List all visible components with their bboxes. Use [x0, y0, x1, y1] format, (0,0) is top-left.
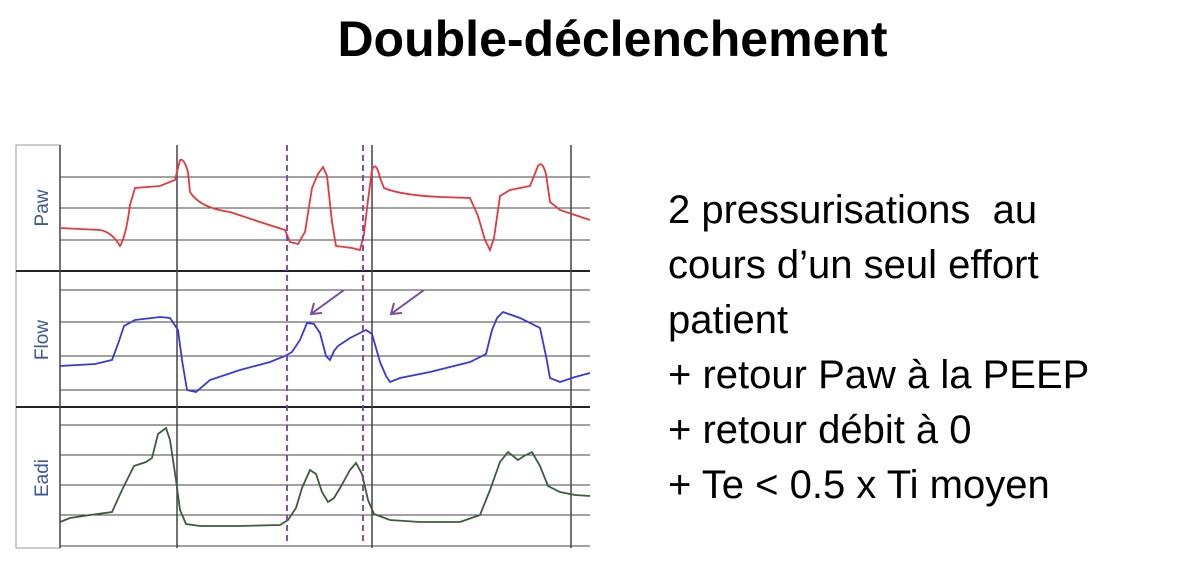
list-item: cours d’un seul effort	[668, 243, 1039, 287]
list-item: + Te < 0.5 x Ti moyen	[668, 463, 1050, 507]
slide-title: Double-déclenchement	[337, 11, 888, 67]
gridlines-horizontal	[60, 176, 590, 547]
list-item: patient	[668, 298, 789, 342]
list-item: + retour Paw à la PEEP	[668, 353, 1090, 397]
panel-label-flow: Flow	[32, 320, 53, 360]
list-item: 2 pressurisations au	[668, 188, 1038, 232]
ventilator-waveforms: Paw Flow Eadi	[15, 144, 591, 549]
list-item: + retour débit à 0	[668, 408, 972, 452]
eadi-trace	[59, 426, 591, 527]
panel-label-paw: Paw	[32, 189, 53, 226]
arrow-icon	[309, 289, 345, 316]
paw-trace	[59, 158, 591, 253]
explanation-list: 2 pressurisations au cours d’un seul eff…	[668, 183, 1200, 513]
gridlines-vertical	[59, 145, 572, 548]
panel-label-eadi: Eadi	[32, 459, 53, 497]
arrow-icon	[389, 289, 425, 316]
flow-trace	[59, 310, 591, 393]
